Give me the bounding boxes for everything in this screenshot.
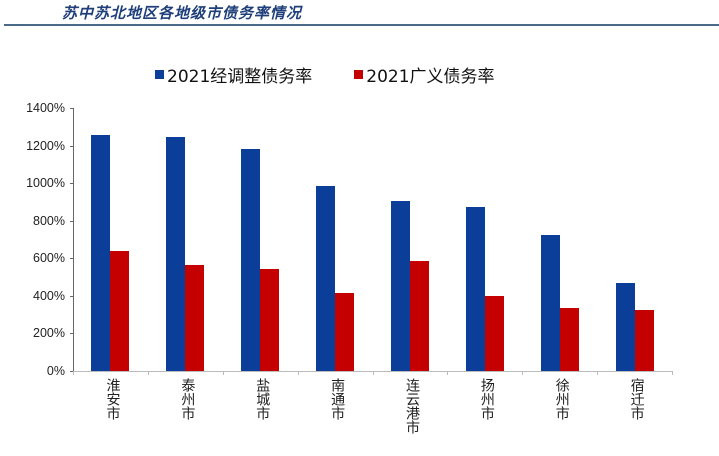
y-tick: [70, 333, 74, 335]
bar-adjusted-debt-ratio: [316, 185, 336, 371]
y-tick-label: 0%: [46, 364, 65, 378]
y-tick-label: 1400%: [26, 101, 65, 115]
bar-broad-debt-ratio: [559, 308, 579, 371]
legend-label: 2021广义债务率: [366, 66, 495, 87]
x-category-label: 徐州市: [553, 378, 570, 420]
y-tick-label: 200%: [33, 326, 65, 341]
x-tick: [297, 371, 299, 375]
y-tick: [70, 220, 74, 222]
x-tick: [597, 371, 599, 375]
title-divider: [4, 24, 719, 26]
bar-adjusted-debt-ratio: [615, 283, 635, 371]
bar-adjusted-debt-ratio: [91, 135, 111, 371]
y-tick: [70, 145, 74, 147]
chart-title: 苏中苏北地区各地级市债务率情况: [62, 4, 303, 22]
x-tick: [522, 371, 524, 375]
y-tick-label: 600%: [33, 251, 65, 266]
bar-adjusted-debt-ratio: [166, 137, 186, 371]
bar-broad-debt-ratio: [185, 265, 205, 371]
y-tick: [70, 295, 74, 297]
legend-swatch-red-icon: [354, 69, 364, 79]
legend-swatch-blue-icon: [155, 69, 164, 79]
bar-broad-debt-ratio: [409, 261, 429, 371]
x-tick: [147, 371, 149, 375]
bar-broad-debt-ratio: [484, 296, 504, 371]
x-tick: [222, 371, 224, 375]
y-tick-label: 800%: [33, 213, 65, 228]
x-tick: [73, 371, 74, 375]
legend-item-adjusted: 2021经调整债务率: [155, 62, 312, 87]
x-category-label: 淮安市: [104, 378, 121, 420]
x-tick: [672, 371, 673, 375]
x-tick: [372, 371, 374, 375]
bar-broad-debt-ratio: [335, 293, 355, 371]
bar-adjusted-debt-ratio: [241, 149, 261, 371]
x-tick: [447, 371, 449, 375]
x-category-label: 宿迁市: [628, 378, 645, 420]
bar-broad-debt-ratio: [260, 268, 280, 371]
y-axis-line: [73, 108, 74, 371]
legend-item-broad: 2021广义债务率: [354, 62, 495, 87]
y-tick: [70, 183, 74, 185]
chart-legend: 2021经调整债务率 2021广义债务率: [155, 62, 537, 87]
y-tick-label: 1200%: [26, 138, 65, 153]
legend-label: 2021经调整债务率: [167, 66, 313, 87]
x-category-label: 盐城市: [254, 378, 271, 420]
x-category-label: 泰州市: [179, 378, 196, 420]
x-category-label: 连云港市: [403, 378, 420, 434]
y-tick-label: 1000%: [26, 176, 65, 191]
bar-adjusted-debt-ratio: [390, 200, 410, 371]
y-tick: [70, 258, 74, 260]
y-tick: [70, 108, 74, 109]
x-category-label: 南通市: [329, 378, 346, 420]
y-tick: [70, 371, 74, 372]
bar-broad-debt-ratio: [110, 250, 130, 371]
bar-adjusted-debt-ratio: [540, 234, 560, 371]
y-tick-label: 400%: [33, 288, 65, 303]
x-category-label: 扬州市: [478, 378, 495, 420]
bar-broad-debt-ratio: [634, 309, 654, 371]
bar-adjusted-debt-ratio: [465, 207, 485, 371]
